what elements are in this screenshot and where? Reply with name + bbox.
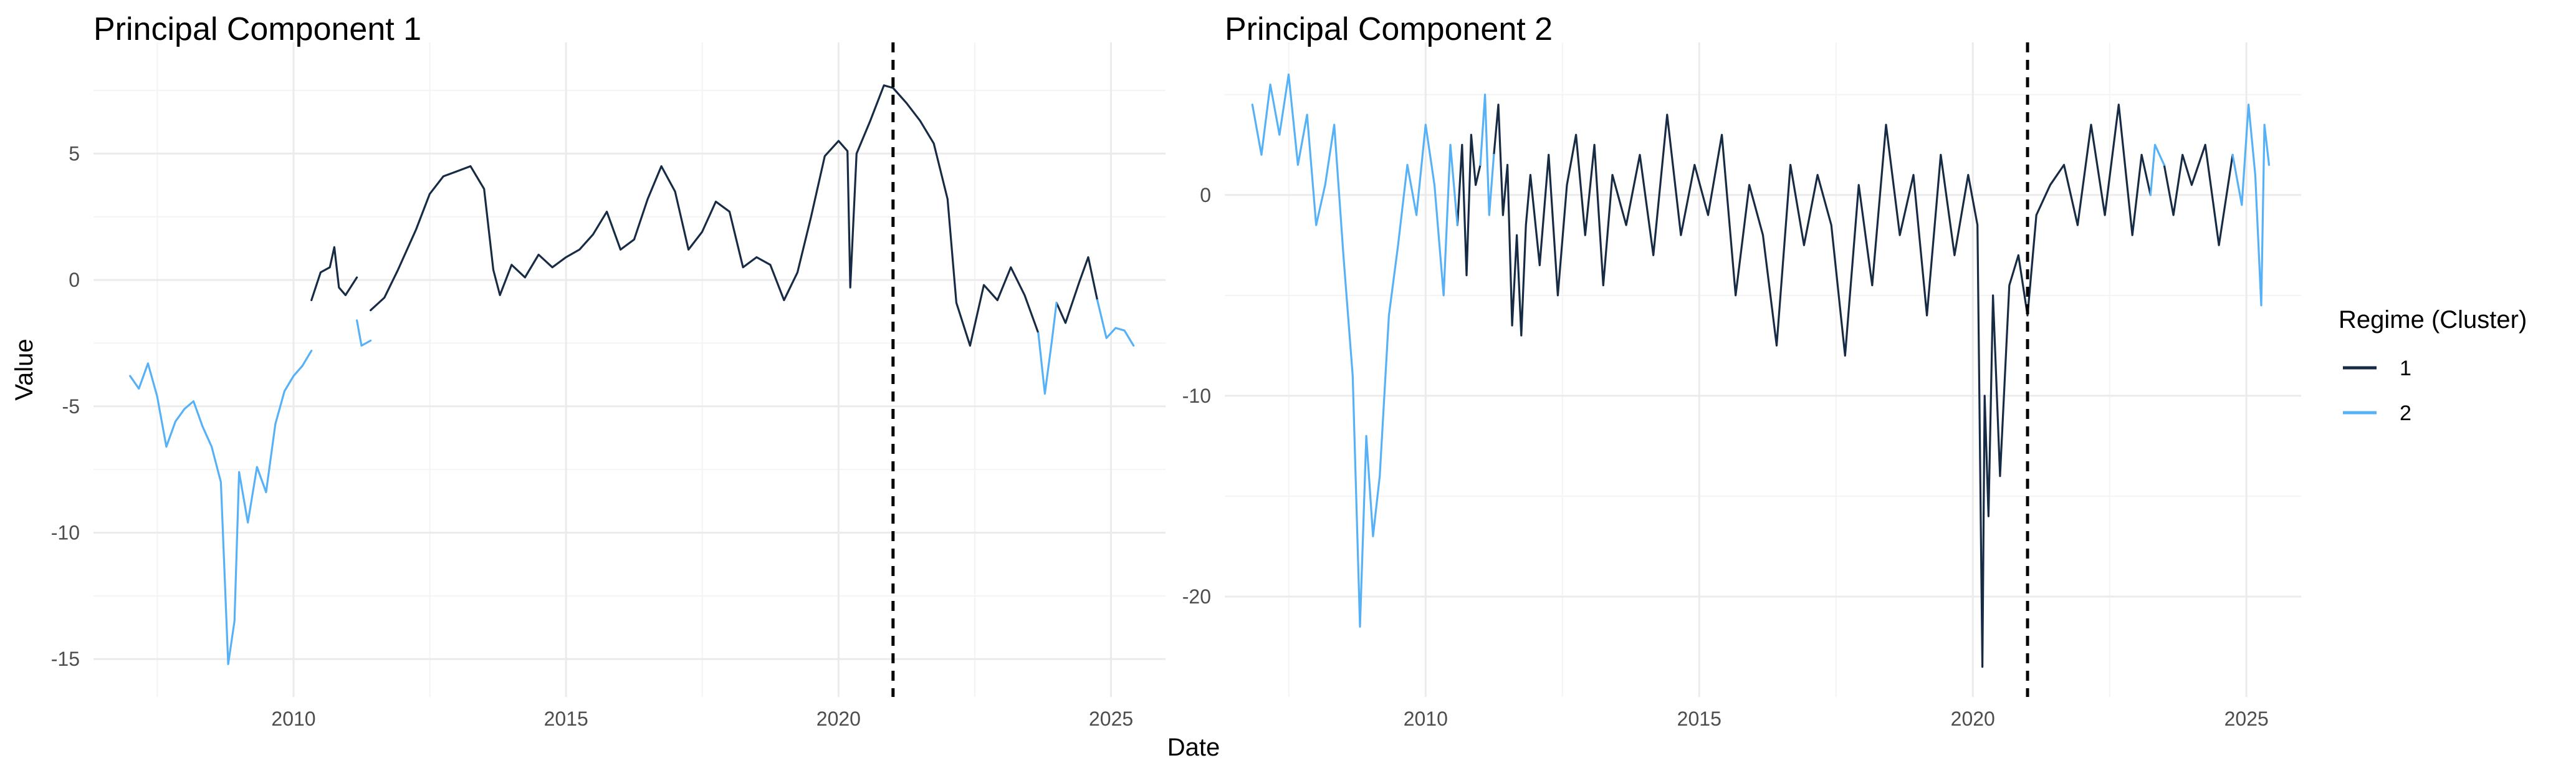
y-tick-label: -10 — [51, 521, 80, 544]
legend-title: Regime (Cluster) — [2339, 306, 2527, 334]
y-tick-label: -20 — [1182, 585, 1211, 608]
y-axis-title: Value — [11, 338, 38, 400]
y-tick-label: 5 — [69, 142, 80, 165]
y-tick-label: -15 — [51, 648, 80, 670]
series-line-regime-2 — [2149, 143, 2165, 196]
series-line-regime-2 — [129, 350, 313, 665]
series-line-regime-2 — [1251, 73, 1458, 628]
series-line-regime-1 — [1055, 256, 1099, 324]
x-axis-title: Date — [1167, 734, 1220, 761]
legend: Regime (Cluster) 1 2 — [2339, 306, 2527, 425]
series-line-regime-1 — [1493, 103, 2152, 668]
legend-label-regime-2: 2 — [2400, 401, 2411, 425]
series-line-regime-2 — [1096, 299, 1135, 347]
series-line-regime-1 — [2163, 143, 2234, 246]
y-tick-label: -5 — [62, 395, 80, 418]
y-tick-label: 0 — [1200, 184, 1211, 206]
x-tick-label: 2020 — [816, 708, 861, 730]
x-tick-label: 2025 — [2224, 708, 2269, 730]
legend-label-regime-1: 1 — [2400, 357, 2411, 380]
series-line-regime-1 — [370, 84, 1040, 347]
series-line-regime-2 — [2231, 103, 2271, 307]
series-line-regime-1 — [1456, 133, 1482, 277]
chart-title: Principal Component 2 — [1225, 11, 1553, 47]
series-line-regime-2 — [1479, 94, 1495, 216]
series-line-regime-2 — [1037, 302, 1058, 395]
series-line-regime-1 — [310, 246, 358, 302]
series-line-regime-2 — [356, 319, 372, 347]
x-tick-label: 2010 — [271, 708, 315, 730]
x-tick-label: 2020 — [1951, 708, 1995, 730]
panel-principal-component-2: 2010 2015 2020 2025 0 -10 -20 Principal Compone… — [1182, 11, 2301, 730]
panel-principal-component-1: 2010 2015 2020 2025 5 0 -5 -10 -15 Principal Comp… — [11, 11, 1166, 730]
x-tick-label: 2015 — [544, 708, 588, 730]
x-tick-label: 2010 — [1404, 708, 1448, 730]
y-tick-label: 0 — [69, 269, 80, 291]
chart-title: Principal Component 1 — [93, 11, 421, 47]
x-tick-label: 2015 — [1677, 708, 1721, 730]
x-tick-label: 2025 — [1089, 708, 1133, 730]
y-tick-label: -10 — [1182, 385, 1211, 407]
